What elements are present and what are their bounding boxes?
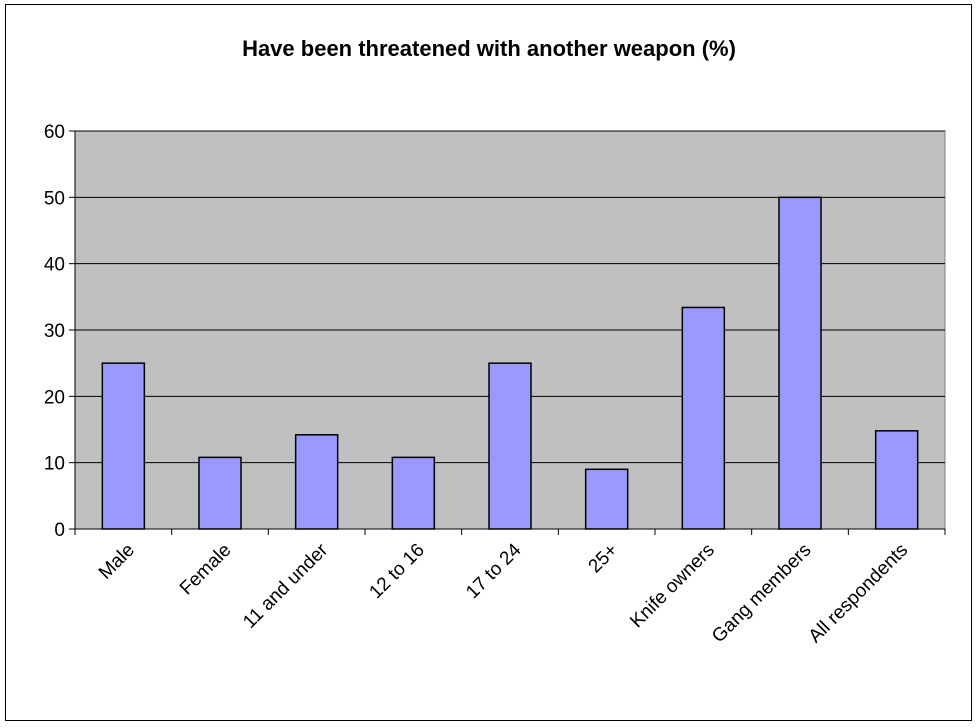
x-category-label: 17 to 24 — [462, 539, 526, 603]
x-category-label: 11 and under — [239, 539, 333, 633]
y-tick-label: 20 — [44, 387, 65, 408]
x-category-label: All respondents — [805, 540, 912, 647]
bars — [101, 196, 919, 530]
bar — [391, 456, 436, 530]
x-category-label: 12 to 16 — [365, 540, 428, 603]
x-category-label: Gang members — [708, 540, 815, 647]
bar — [198, 456, 242, 530]
y-axis-tick-labels: 0 10 20 30 40 50 60 — [44, 122, 75, 541]
y-tick-label: 60 — [44, 122, 65, 143]
chart-title: Have been threatened with another weapon… — [242, 36, 736, 61]
y-tick-label: 10 — [44, 454, 65, 475]
y-tick-label: 30 — [44, 321, 65, 342]
bar — [584, 468, 629, 530]
bar — [681, 306, 726, 530]
bar — [488, 362, 532, 530]
x-axis-category-labels: Male Female 11 and under 12 to 16 17 to 24 25… — [95, 539, 912, 647]
y-tick-label: 0 — [54, 520, 65, 541]
x-category-label: Female — [176, 540, 236, 600]
y-tick-label: 40 — [44, 255, 65, 276]
bar — [101, 362, 146, 530]
x-category-label: Male — [95, 540, 139, 584]
x-category-label: 25+ — [585, 540, 623, 578]
bar — [778, 196, 822, 530]
x-category-label: Knife owners — [626, 540, 719, 633]
bar — [874, 430, 919, 530]
bar — [294, 434, 339, 530]
y-tick-label: 50 — [44, 188, 65, 209]
